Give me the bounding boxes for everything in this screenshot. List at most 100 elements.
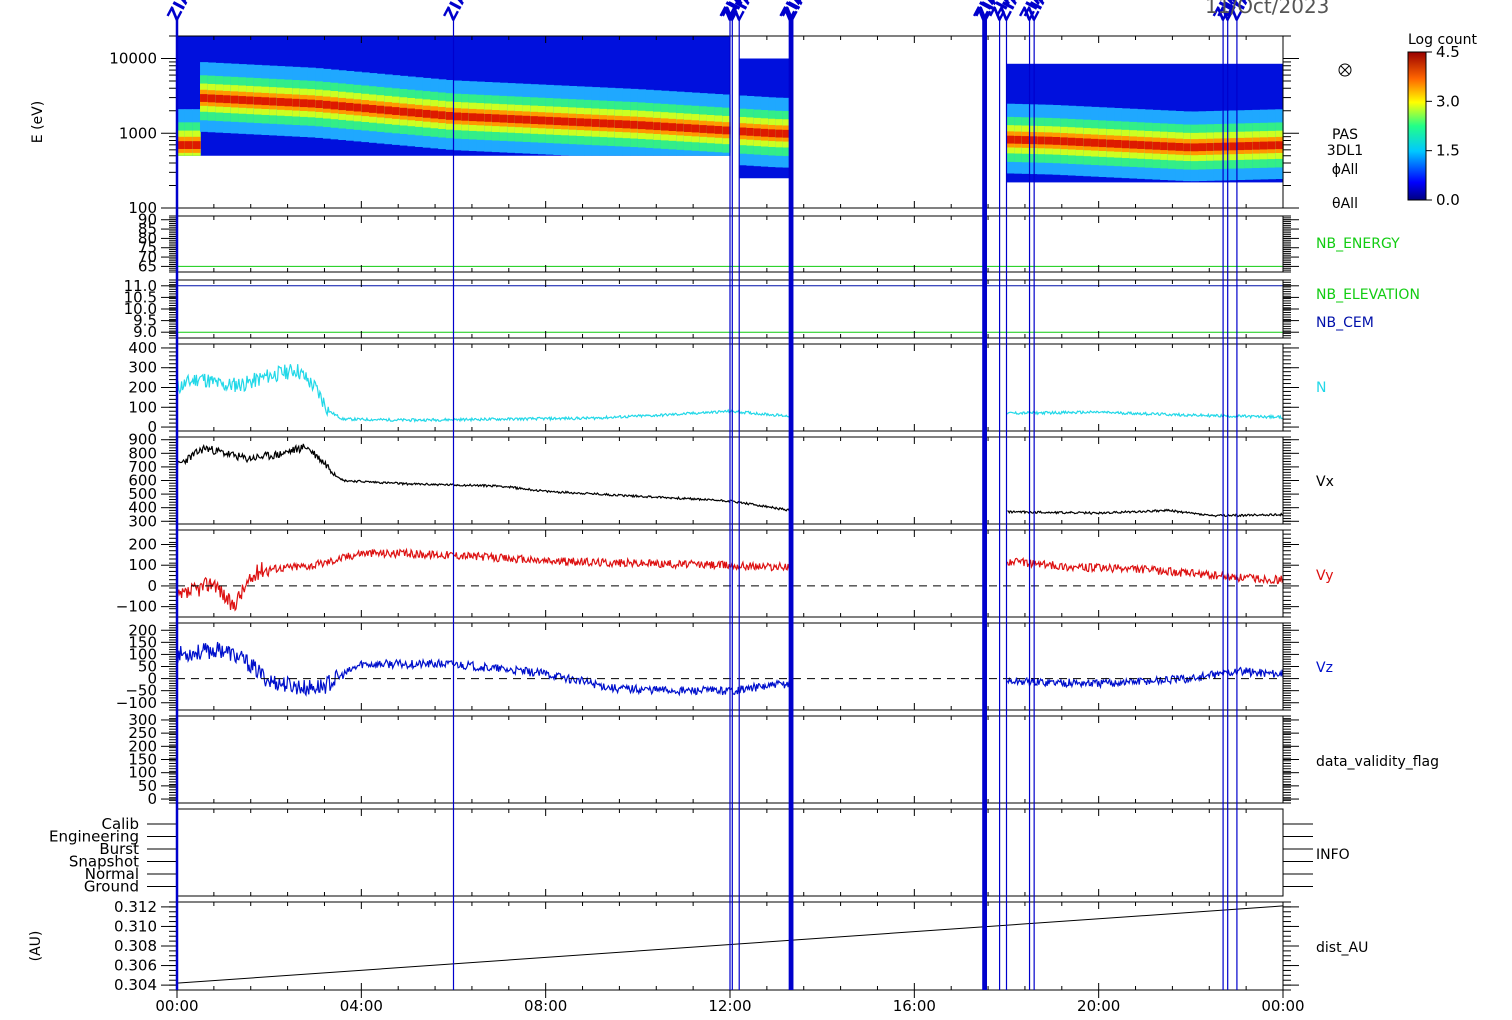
info-category-label: Snapshot — [69, 853, 139, 871]
spectrogram-cell — [376, 105, 385, 114]
spectrogram-cell — [430, 110, 439, 119]
spectrogram-cell — [622, 120, 631, 129]
y-tick-label: 100 — [128, 764, 157, 782]
y-tick-label: 10.5 — [124, 288, 157, 306]
x-tick-label: 00:00 — [155, 997, 198, 1015]
x-tick-label: 08:00 — [524, 997, 567, 1015]
nb-energy-label: NB_ENERGY — [1316, 236, 1400, 252]
spectrogram-cell — [1275, 141, 1284, 150]
spectrogram-cell — [322, 100, 332, 109]
spectrogram-cell — [760, 128, 769, 137]
spectrogram-cell — [1152, 141, 1161, 150]
spectrogram-cell — [530, 116, 539, 124]
x-tick-label: 00:00 — [1261, 997, 1304, 1015]
colorbar-title: Log count — [1408, 32, 1477, 48]
spectrogram-cell — [1236, 142, 1246, 151]
y-tick-label: 150 — [128, 751, 157, 769]
spectrogram-cell — [1075, 138, 1084, 146]
spectrogram-cell — [1137, 141, 1146, 149]
spectrogram-cell — [1106, 139, 1115, 148]
spectrogram-right-label: PAS — [1332, 127, 1358, 143]
spectrogram-cell — [676, 123, 685, 132]
spectrogram-cell — [369, 105, 378, 113]
y-tick-label: 0 — [147, 577, 157, 595]
vz-label: Vz — [1316, 660, 1333, 676]
spectrogram-cell — [1067, 137, 1077, 146]
colorbar-tick-label: 3.0 — [1436, 92, 1460, 110]
spectrogram-cell — [1060, 137, 1069, 146]
y-tick-label: 600 — [128, 472, 157, 490]
spectrogram-cell — [1044, 136, 1054, 145]
y-tick-label: 0.308 — [114, 937, 157, 955]
colorbar-tick-label: 1.5 — [1436, 142, 1460, 160]
y-tick-label: 100 — [128, 645, 157, 663]
y-tick-label: 300 — [128, 359, 157, 377]
y-tick-label: 90 — [138, 211, 157, 229]
spectrogram-right-label: 3DL1 — [1327, 143, 1363, 159]
y-tick-label: 200 — [128, 621, 157, 639]
spectrogram-cell — [1229, 142, 1238, 151]
spectrogram-cell — [307, 99, 316, 108]
nb-elevation-label: NB_ELEVATION — [1316, 287, 1420, 303]
spectrogram-cell — [782, 129, 791, 138]
spectrogram-cell — [392, 107, 401, 115]
spectrogram-cell — [1167, 142, 1177, 151]
spectrogram-right-label: ϕAll — [1332, 162, 1359, 178]
spectrogram-cell — [514, 115, 524, 124]
x-tick-label: 20:00 — [1077, 997, 1120, 1015]
y-tick-label: 80 — [138, 229, 157, 247]
y-tick-label: 300 — [128, 711, 157, 729]
info-category-label: Ground — [84, 878, 139, 896]
y-tick-label: 50 — [138, 658, 157, 676]
y-tick-label: 85 — [138, 220, 157, 238]
info-label: INFO — [1316, 847, 1350, 863]
spectrogram-cell — [691, 124, 700, 133]
spectrogram-cell — [238, 96, 247, 104]
y-tick-label: 11.0 — [124, 277, 157, 295]
spectrogram-cell — [269, 97, 278, 106]
spectrogram-cell — [476, 113, 485, 122]
spectrogram-cell — [1021, 136, 1031, 144]
spectrogram-cell — [1259, 141, 1269, 150]
spectrogram-cell — [653, 122, 662, 131]
spectrogram-cell — [1190, 143, 1200, 152]
spectrogram-cell — [1183, 143, 1192, 152]
y-tick-label: 9.0 — [133, 323, 157, 341]
vy-label: Vy — [1316, 568, 1334, 584]
y-tick-label: 0 — [147, 418, 157, 436]
spectrogram-cell — [775, 129, 784, 138]
spectrogram-cell — [1213, 142, 1223, 151]
spectrogram-cell — [499, 114, 508, 123]
spectrogram-cell — [568, 117, 577, 126]
y-tick-label: 800 — [128, 444, 157, 462]
spectrogram-cell — [1121, 140, 1130, 149]
spectrogram-cell — [223, 95, 232, 104]
spectrogram-cell — [407, 108, 416, 117]
spectrogram-cell — [1052, 137, 1061, 145]
y-tick-label: 150 — [128, 633, 157, 651]
spectrogram-cell — [338, 102, 347, 111]
spectrogram-cell — [330, 101, 339, 110]
spectrogram-cell — [1090, 138, 1100, 147]
y-tick-label: 10000 — [109, 50, 157, 68]
colorbar-tick-label: 0.0 — [1436, 191, 1460, 209]
spectrogram-cell — [384, 106, 393, 115]
spectrogram-cell — [246, 96, 255, 105]
y-tick-label: 0.312 — [114, 898, 157, 916]
spectrogram-cell — [722, 126, 731, 135]
spectrogram-cell — [461, 112, 470, 121]
spectrogram-cell — [215, 94, 224, 103]
spectrogram-cell — [553, 117, 562, 126]
vx-label: Vx — [1316, 474, 1334, 490]
spectrogram-cell — [645, 121, 654, 130]
spectrogram-cell — [1244, 142, 1253, 150]
spectrogram-cell — [422, 109, 432, 118]
spectrogram-cell — [591, 119, 601, 127]
spectrogram-cell — [607, 119, 616, 128]
spectrogram-cell — [192, 141, 201, 149]
direction-icon — [1338, 63, 1352, 77]
spectrogram-cell — [177, 141, 186, 149]
dist-ylabel: (AU) — [28, 931, 44, 962]
y-tick-label: 200 — [128, 737, 157, 755]
